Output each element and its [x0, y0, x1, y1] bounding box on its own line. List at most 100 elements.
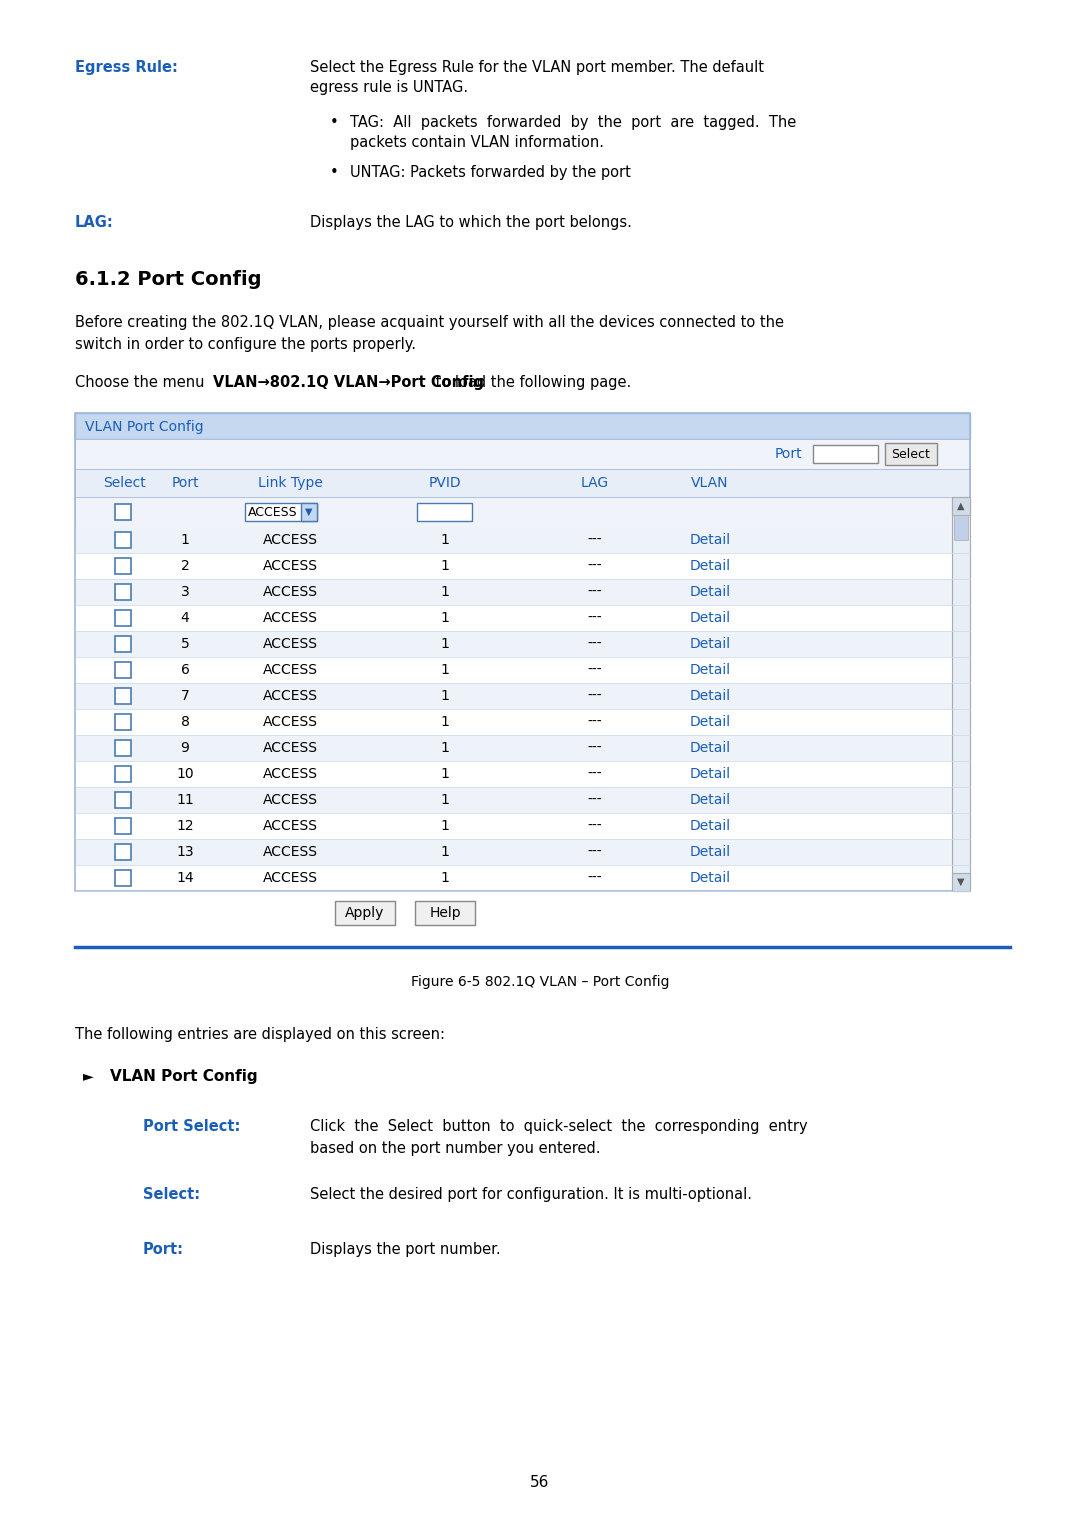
Text: ---: --- — [588, 715, 603, 728]
Bar — [75, 709, 970, 734]
Text: ACCESS: ACCESS — [262, 818, 318, 834]
Bar — [114, 504, 131, 521]
Text: 4: 4 — [180, 611, 189, 625]
Bar — [75, 760, 970, 786]
Bar — [415, 901, 475, 925]
Bar — [75, 734, 970, 760]
Text: ---: --- — [588, 611, 603, 625]
Text: 1: 1 — [441, 637, 449, 651]
Text: VLAN→802.1Q VLAN→Port Config: VLAN→802.1Q VLAN→Port Config — [213, 376, 484, 389]
Text: Displays the port number.: Displays the port number. — [310, 1241, 501, 1257]
Text: 1: 1 — [180, 533, 189, 547]
Text: Detail: Detail — [689, 793, 730, 806]
Text: LAG: LAG — [581, 476, 609, 490]
Bar — [75, 657, 970, 683]
Text: Select the desired port for configuration. It is multi-optional.: Select the desired port for configuratio… — [310, 1186, 752, 1202]
Text: ---: --- — [588, 663, 603, 676]
Text: •: • — [330, 115, 339, 130]
Text: ACCESS: ACCESS — [262, 741, 318, 754]
Text: ---: --- — [588, 637, 603, 651]
Bar — [114, 793, 131, 808]
Text: Detail: Detail — [689, 741, 730, 754]
Text: 9: 9 — [180, 741, 189, 754]
Text: Select: Select — [104, 476, 147, 490]
Text: ACCESS: ACCESS — [262, 559, 318, 573]
Bar — [75, 412, 970, 890]
Bar — [75, 579, 970, 605]
Text: Egress Rule:: Egress Rule: — [75, 60, 178, 75]
Bar — [951, 496, 970, 515]
Text: ►: ► — [83, 1069, 94, 1083]
Text: based on the port number you entered.: based on the port number you entered. — [310, 1141, 600, 1156]
Text: Detail: Detail — [689, 663, 730, 676]
Text: ACCESS: ACCESS — [262, 793, 318, 806]
Text: ACCESS: ACCESS — [262, 844, 318, 860]
Text: VLAN Port Config: VLAN Port Config — [85, 420, 204, 434]
Bar — [75, 527, 970, 553]
Bar — [114, 531, 131, 548]
Text: 1: 1 — [441, 844, 449, 860]
Bar — [75, 864, 970, 890]
Text: 1: 1 — [441, 870, 449, 886]
Text: Choose the menu: Choose the menu — [75, 376, 210, 389]
Text: Before creating the 802.1Q VLAN, please acquaint yourself with all the devices c: Before creating the 802.1Q VLAN, please … — [75, 315, 784, 330]
Text: 1: 1 — [441, 818, 449, 834]
Bar — [114, 583, 131, 600]
Bar — [114, 609, 131, 626]
Text: ---: --- — [588, 585, 603, 599]
Text: Displays the LAG to which the port belongs.: Displays the LAG to which the port belon… — [310, 215, 632, 231]
Text: Detail: Detail — [689, 585, 730, 599]
Text: Select the Egress Rule for the VLAN port member. The default: Select the Egress Rule for the VLAN port… — [310, 60, 764, 75]
Bar — [75, 496, 970, 527]
Text: Select:: Select: — [143, 1186, 200, 1202]
Text: Detail: Detail — [689, 637, 730, 651]
Text: 1: 1 — [441, 715, 449, 728]
Bar — [951, 496, 970, 890]
Text: Select: Select — [892, 447, 931, 461]
Bar — [75, 438, 970, 469]
Bar — [114, 663, 131, 678]
Text: 3: 3 — [180, 585, 189, 599]
Text: 1: 1 — [441, 741, 449, 754]
Text: 14: 14 — [176, 870, 193, 886]
Text: 5: 5 — [180, 637, 189, 651]
Text: 1: 1 — [441, 663, 449, 676]
Bar — [813, 444, 878, 463]
Text: ---: --- — [588, 689, 603, 702]
Text: 1: 1 — [441, 767, 449, 780]
Text: Port: Port — [172, 476, 199, 490]
Bar — [301, 502, 318, 521]
Text: Detail: Detail — [689, 844, 730, 860]
Text: 10: 10 — [176, 767, 193, 780]
Text: UNTAG: Packets forwarded by the port: UNTAG: Packets forwarded by the port — [350, 165, 631, 180]
Text: Detail: Detail — [689, 818, 730, 834]
Text: 1: 1 — [441, 585, 449, 599]
Text: ---: --- — [588, 818, 603, 834]
Bar — [114, 741, 131, 756]
Text: Detail: Detail — [689, 611, 730, 625]
Text: 1: 1 — [441, 559, 449, 573]
Text: 2: 2 — [180, 559, 189, 573]
Text: VLAN Port Config: VLAN Port Config — [110, 1069, 258, 1084]
Text: ACCESS: ACCESS — [262, 533, 318, 547]
Bar — [114, 637, 131, 652]
Bar — [75, 631, 970, 657]
Bar — [75, 605, 970, 631]
Text: ---: --- — [588, 533, 603, 547]
Bar — [114, 767, 131, 782]
Text: ACCESS: ACCESS — [262, 715, 318, 728]
Text: ---: --- — [588, 844, 603, 860]
Text: ACCESS: ACCESS — [262, 870, 318, 886]
Bar — [335, 901, 395, 925]
Bar — [75, 412, 970, 438]
Text: ACCESS: ACCESS — [262, 585, 318, 599]
Text: 6: 6 — [180, 663, 189, 676]
Text: VLAN: VLAN — [691, 476, 729, 490]
Text: Detail: Detail — [689, 715, 730, 728]
Text: Detail: Detail — [689, 533, 730, 547]
Text: 11: 11 — [176, 793, 194, 806]
Text: Detail: Detail — [689, 689, 730, 702]
Text: The following entries are displayed on this screen:: The following entries are displayed on t… — [75, 1028, 445, 1041]
Text: Help: Help — [429, 906, 461, 919]
Text: 1: 1 — [441, 689, 449, 702]
